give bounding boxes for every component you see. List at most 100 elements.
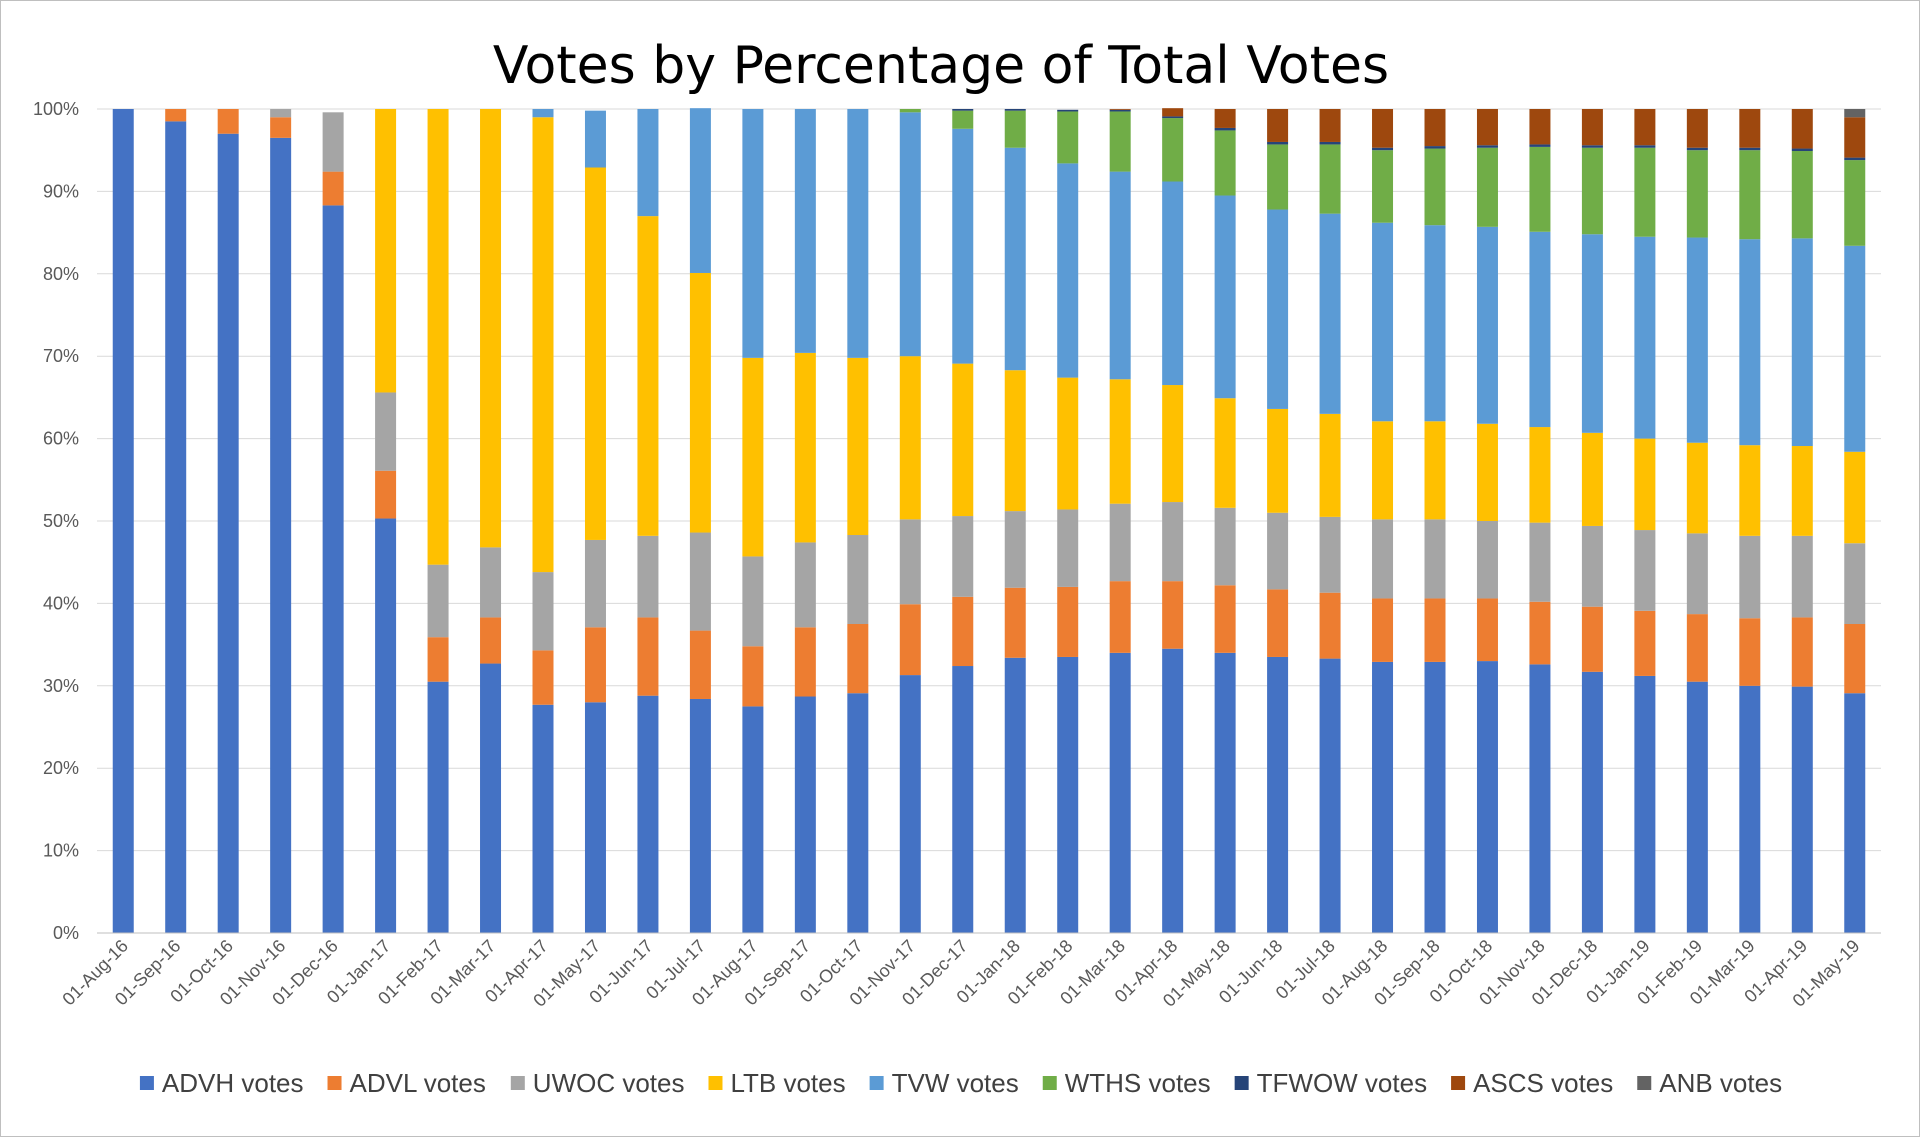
bar-segment	[1581, 234, 1603, 433]
bar-segment	[322, 112, 344, 172]
bar-segment	[1739, 109, 1761, 148]
bar-segment	[1844, 543, 1866, 624]
bar-segment	[637, 216, 659, 536]
bar-segment	[637, 535, 659, 618]
bar-segment	[1319, 516, 1341, 593]
bar-segment	[1319, 109, 1341, 142]
bar-stack	[1791, 109, 1813, 933]
bar-segment	[427, 681, 449, 933]
bar-segment	[584, 702, 606, 933]
bar-segment	[1634, 145, 1656, 148]
bar-segment	[1424, 519, 1446, 599]
y-tick-label: 40%	[43, 593, 79, 613]
bar-segment	[1109, 581, 1131, 653]
bar-segment	[532, 117, 554, 573]
y-tick-label: 80%	[43, 264, 79, 284]
legend-swatch	[1234, 1076, 1249, 1090]
bar-segment	[427, 109, 449, 565]
bar-segment	[689, 108, 711, 273]
y-tick-label: 70%	[43, 346, 79, 366]
bar-segment	[1267, 589, 1289, 657]
bar-segment	[427, 564, 449, 638]
bar-segment	[1319, 658, 1341, 933]
gridlines	[97, 108, 1881, 852]
bar-segment	[1476, 145, 1498, 148]
bar-segment	[1267, 141, 1289, 145]
legend-swatch	[708, 1076, 723, 1090]
bar-stack	[1476, 109, 1498, 933]
bar-segment	[1634, 147, 1656, 237]
bar-segment	[1057, 163, 1079, 378]
bar-segment	[1791, 535, 1813, 618]
bar-segment	[1529, 427, 1551, 523]
x-axis-ticks: 01-Aug-1601-Sep-1601-Oct-1601-Nov-1601-D…	[58, 936, 1863, 1011]
bar-segment	[1372, 222, 1394, 422]
bar-segment	[794, 109, 816, 353]
bar-stack	[742, 109, 764, 933]
bar-segment	[1162, 108, 1184, 117]
bar-segment	[1424, 421, 1446, 520]
bar-segment	[1267, 109, 1289, 142]
bar-segment	[847, 535, 869, 624]
bar-segment	[1739, 147, 1761, 151]
bar-segment	[794, 696, 816, 933]
bar-stack	[1529, 109, 1551, 933]
bar-segment	[1372, 150, 1394, 223]
legend-swatch	[1042, 1076, 1057, 1090]
bar-segment	[1267, 656, 1289, 933]
bar-stack	[1319, 109, 1341, 933]
bar-segment	[1057, 586, 1079, 657]
legend-item: TVW votes	[869, 1068, 1019, 1098]
bar-segment	[532, 109, 554, 118]
bar-segment	[1319, 141, 1341, 145]
bar-segment	[1004, 657, 1026, 933]
bar-segment	[1214, 109, 1236, 128]
y-tick-label: 60%	[43, 429, 79, 449]
bar-segment	[375, 518, 397, 933]
bar-segment	[1319, 413, 1341, 517]
bar-segment	[1581, 145, 1603, 148]
bar-segment	[1214, 652, 1236, 933]
bar-segment	[952, 516, 974, 597]
bar-segment	[1791, 109, 1813, 149]
bar-segment	[1319, 144, 1341, 214]
bar-segment	[1791, 148, 1813, 152]
bar-segment	[1372, 519, 1394, 599]
bar-segment	[847, 693, 869, 933]
bar-segment	[1739, 685, 1761, 933]
bar-segment	[952, 110, 974, 129]
bar-stack	[1162, 108, 1184, 933]
y-tick-label: 10%	[43, 841, 79, 861]
legend-item: ASCS votes	[1451, 1068, 1613, 1098]
bar-segment	[847, 109, 869, 358]
bar-segment	[1634, 236, 1656, 439]
bar-stack	[1057, 109, 1079, 933]
bar-segment	[1319, 213, 1341, 414]
bar-segment	[1476, 423, 1498, 521]
bar-segment	[1109, 379, 1131, 504]
bar-segment	[1739, 445, 1761, 536]
bar-segment	[1529, 664, 1551, 933]
bar-segment	[1529, 109, 1551, 145]
bar-segment	[794, 542, 816, 628]
legend-item: LTB votes	[708, 1068, 846, 1098]
bar-segment	[584, 110, 606, 168]
bar-segment	[322, 171, 344, 206]
bar-segment	[742, 357, 764, 557]
bar-segment	[1162, 648, 1184, 933]
bar-stack	[952, 109, 974, 933]
bar-segment	[1109, 503, 1131, 582]
bar-stack	[1214, 109, 1236, 933]
bar-stack	[1109, 109, 1131, 933]
bar-segment	[532, 650, 554, 705]
bar-segment	[847, 357, 869, 536]
legend: ADVH votes ADVL votes UWOC votes LTB votes T…	[139, 1068, 1782, 1098]
bar-stack	[1686, 109, 1708, 933]
bar-segment	[1581, 109, 1603, 146]
bar-segment	[1214, 195, 1236, 399]
bar-segment	[1686, 109, 1708, 148]
bar-segment	[689, 698, 711, 933]
bar-segment	[1109, 109, 1131, 112]
bar-segment	[1686, 237, 1708, 443]
